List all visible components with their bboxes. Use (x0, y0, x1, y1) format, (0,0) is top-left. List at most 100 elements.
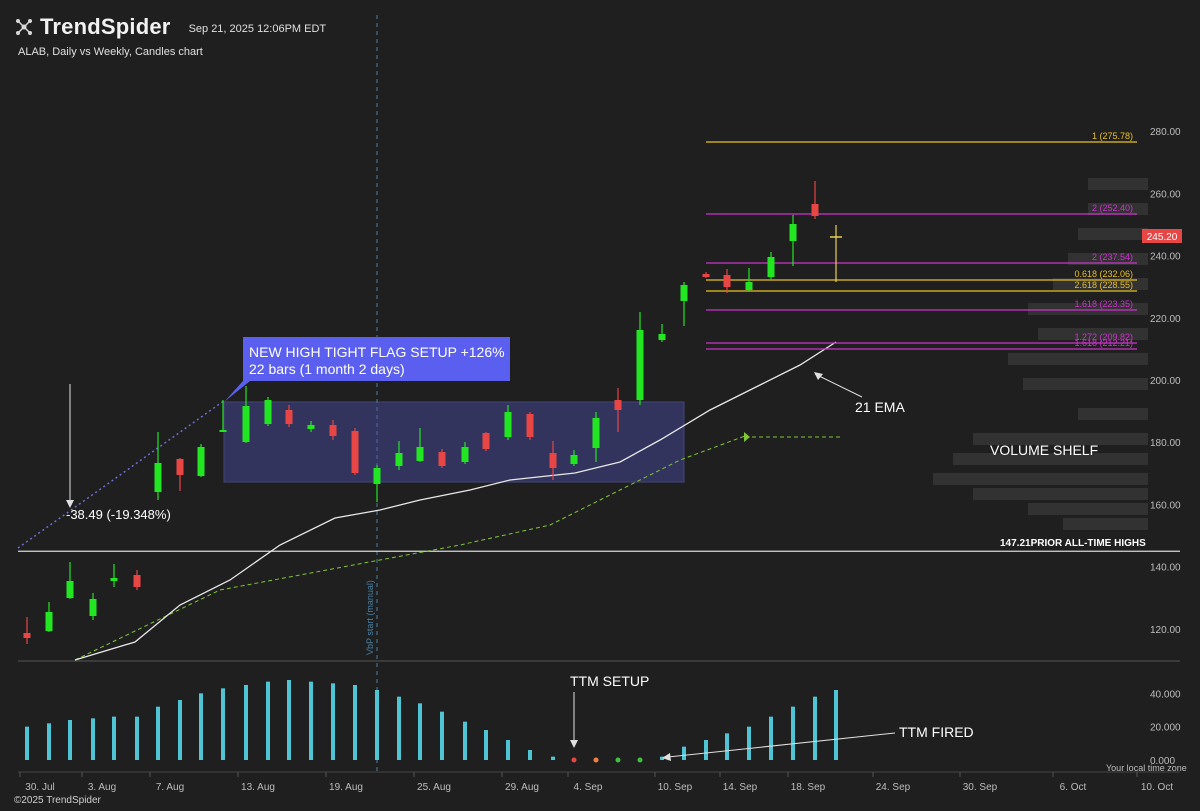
ttm-histogram-bar (660, 756, 664, 760)
candle-body (592, 418, 600, 448)
fib-level-label: 2.618 (228.55) (1074, 280, 1133, 290)
ttm-histogram-bar (375, 690, 379, 760)
ttm-histogram-bar (440, 711, 444, 760)
ttm-histogram-bar (25, 726, 29, 760)
ttm-squeeze-dot (571, 757, 577, 763)
weekly-candle-body (702, 274, 710, 277)
ttm-histogram-bar (397, 696, 401, 760)
flag-label-title: NEW HIGH TIGHT FLAG SETUP +126% (249, 344, 505, 360)
ema-label: 21 EMA (855, 399, 905, 415)
last-price-badge (1142, 229, 1182, 243)
ttm-histogram-bar (221, 688, 225, 760)
x-tick-label: 29. Aug (505, 782, 539, 793)
volume-profile-bar (953, 453, 1148, 465)
ttm-y-tick-label: 0.000 (1150, 756, 1175, 767)
ttm-y-tick-label: 40.000 (1150, 689, 1181, 700)
ttm-histogram-bar (484, 730, 488, 760)
weekly-candle-body (767, 257, 775, 277)
candle-body (416, 447, 424, 461)
ttm-histogram-bar (244, 685, 248, 760)
x-tick-label: 30. Sep (963, 782, 998, 793)
ttm-histogram-bar (528, 750, 532, 760)
ttm-histogram-bar (309, 681, 313, 760)
candle-body (89, 599, 97, 616)
ttm-histogram-bar (463, 721, 467, 760)
ttm-histogram-bar (331, 683, 335, 760)
x-tick-label: 6. Oct (1060, 782, 1087, 793)
x-tick-label: 7. Aug (156, 782, 184, 793)
candle-body (373, 468, 381, 484)
fib-level-label: 1.618 (212.21) (1074, 338, 1133, 348)
fib-level-label: 0.618 (232.06) (1074, 269, 1133, 279)
ttm-histogram-bar (68, 720, 72, 760)
candle-body (285, 410, 293, 424)
candle-body (351, 431, 359, 473)
y-tick-label: 280.00 (1150, 127, 1181, 138)
volume-profile-bar (1053, 278, 1148, 290)
candle-body (154, 463, 162, 492)
candle-body (23, 633, 31, 638)
timezone-note: Your local time zone (1106, 763, 1187, 773)
candle-body (264, 400, 272, 424)
copyright-notice: ©2025 TrendSpider (14, 795, 101, 806)
ttm-histogram-bar (353, 685, 357, 760)
volume-profile-bar (1078, 228, 1148, 240)
ttm-y-tick-label: 20.000 (1150, 723, 1181, 734)
candle-body (461, 447, 469, 462)
volume-profile-bar (973, 488, 1148, 500)
candle-body (307, 425, 315, 429)
volume-shelf-label: VOLUME SHELF (990, 442, 1098, 458)
candle-body (110, 578, 118, 581)
ttm-squeeze-dot (637, 757, 643, 763)
trend-dashed-line (74, 435, 746, 661)
volume-profile-bar (1028, 503, 1148, 515)
last-price-label: 245.20 (1147, 232, 1178, 243)
flag-label-subtitle: 22 bars (1 month 2 days) (249, 361, 405, 377)
ttm-histogram-bar (266, 681, 270, 760)
fib-level-label: 1.618 (223.35) (1074, 299, 1133, 309)
fib-level-label: 1.272 (209.82) (1074, 332, 1133, 342)
ttm-fired-arrow-line (667, 732, 896, 758)
candle-body (329, 425, 337, 436)
flag-pole-line (17, 399, 226, 549)
ttm-setup-arrow-head (570, 740, 578, 748)
ttm-histogram-bar (199, 693, 203, 760)
ttm-histogram-bar (506, 740, 510, 760)
volume-profile-bar (1068, 253, 1148, 265)
weekly-candle-body (811, 204, 819, 216)
candle-body (526, 414, 534, 437)
weekly-candle-body (789, 224, 797, 241)
fib-level-label: 2 (252.40) (1092, 203, 1133, 213)
volume-profile-bar (1088, 178, 1148, 190)
ttm-histogram-bar (725, 733, 729, 760)
ttm-histogram-bar (704, 740, 708, 760)
x-tick-label: 10. Oct (1141, 782, 1173, 793)
ttm-fired-label: TTM FIRED (899, 724, 974, 740)
x-tick-label: 19. Aug (329, 782, 363, 793)
ttm-histogram-bar (682, 746, 686, 760)
candle-body (482, 433, 490, 449)
ttm-histogram-bar (418, 703, 422, 760)
candle-body (176, 459, 184, 475)
fib-level-label: 2 (237.54) (1092, 252, 1133, 262)
ttm-histogram-bar (47, 723, 51, 760)
prior-ath-label: 147.21PRIOR ALL-TIME HIGHS (1000, 538, 1146, 549)
ttm-histogram-bar (747, 726, 751, 760)
y-tick-label: 160.00 (1150, 500, 1181, 511)
candle-body (570, 455, 578, 464)
volume-profile-bar (1008, 353, 1148, 365)
x-tick-label: 13. Aug (241, 782, 275, 793)
candle-body (133, 575, 141, 587)
candle-body (242, 406, 250, 442)
x-tick-label: 4. Sep (574, 782, 603, 793)
ttm-histogram-bar (156, 706, 160, 760)
trendspider-logo-icon (16, 19, 32, 35)
brand-name: TrendSpider (40, 14, 171, 39)
candle-body (614, 400, 622, 410)
y-tick-label: 140.00 (1150, 563, 1181, 574)
volume-profile-bar (1038, 328, 1148, 340)
weekly-candle-body (723, 275, 731, 287)
vbp-start-label: VbP start (manual) (365, 580, 375, 655)
ttm-squeeze-dot (593, 757, 599, 763)
